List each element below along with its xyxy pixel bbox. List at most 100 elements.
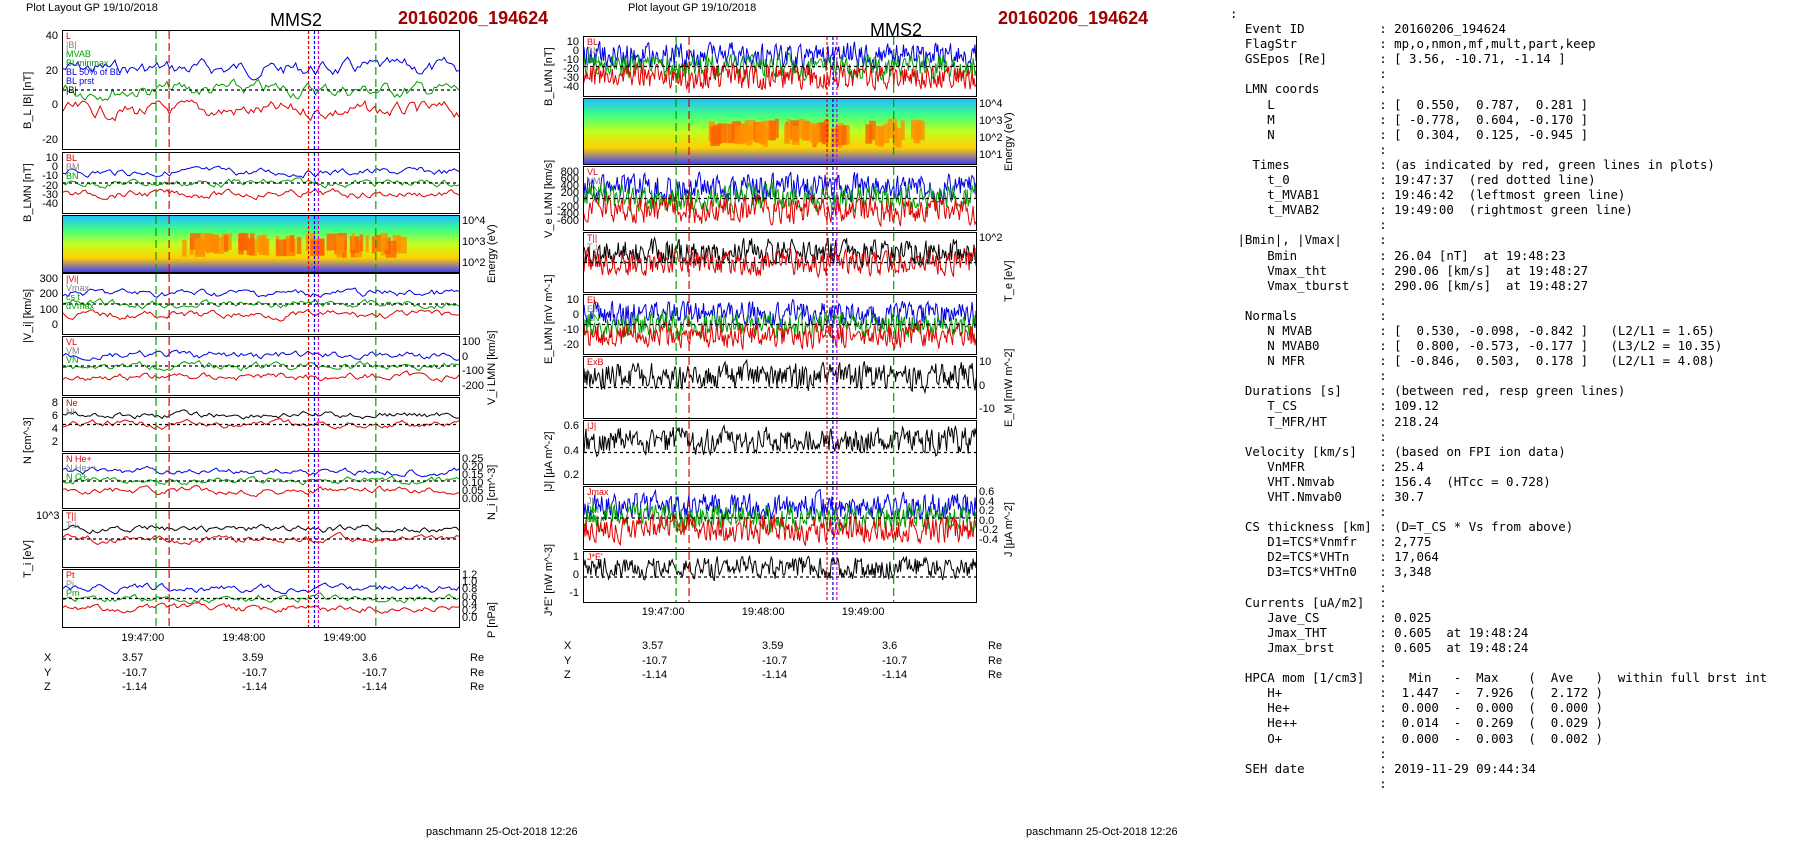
- left-panel-9-legend-entry: Pi: [66, 579, 75, 589]
- mid-panel-3-legend-entry: VL: [587, 167, 599, 177]
- mid-panel-9-ylabel: J*E' [nW m^-3]: [543, 543, 555, 616]
- left-panel-7-plot: [63, 454, 459, 508]
- mid-panel-3-legend-entry: VN: [587, 185, 600, 195]
- series-line: [584, 310, 976, 340]
- mid-panel-4-legend-entry: T⊥: [587, 242, 601, 252]
- left-panel-6-ylabel: N [cm^-3]: [22, 416, 34, 464]
- left-panel-2-legend-entry: BL: [66, 153, 78, 163]
- left-panel-9-tick: 1.0: [462, 576, 478, 589]
- mid-panel-8-legend-entry: JM: [587, 505, 599, 515]
- series-line: [584, 40, 976, 70]
- coord-value: -1.14: [642, 669, 668, 681]
- left-panel-3-plot: [63, 216, 459, 272]
- coord-unit: Re: [988, 654, 1003, 667]
- mid-panel-1-tick: -20: [563, 63, 579, 75]
- mid-panel-6: [583, 356, 977, 419]
- mid-panel-3-tick: 0: [572, 194, 579, 206]
- left-panel-9-legend: Pt Pi Pm: [66, 571, 80, 598]
- left-panel-2: [62, 152, 460, 214]
- series-line: [584, 61, 976, 91]
- time-tick-label: 19:47:00: [641, 606, 685, 618]
- series-line: [584, 247, 976, 279]
- mid-panel-9-tick: 1: [572, 551, 579, 563]
- left-panel-1-plot: [63, 31, 459, 149]
- mid-panel-3-tick: 200: [560, 187, 579, 199]
- mid-panel-1-ylabel: B_LMN [nT]: [543, 46, 555, 106]
- spectrogram-hot-band: [883, 123, 890, 144]
- coord-value: 3.57: [642, 640, 664, 652]
- coord-unit: Re: [988, 640, 1003, 652]
- left-panel-1-legend-entry: BLminmax: [66, 58, 109, 68]
- left-panel-4-tick: 300: [39, 273, 58, 285]
- left-panel-2-legend: BL BM BN: [66, 154, 80, 181]
- mid-panel-4-tick: 10^2: [979, 232, 1003, 244]
- left-panel-7-tick: 0.05: [462, 485, 484, 497]
- left-panel-4: [62, 273, 460, 335]
- mid-panel-8-legend-entry: JN: [587, 514, 598, 524]
- mid-panel-7-ylabel: |J| [μA m^-2]: [543, 430, 555, 492]
- coord-unit: Re: [470, 652, 485, 664]
- mid-panel-5-legend: EL EM EN: [587, 296, 601, 323]
- spectrogram-hot-band: [214, 234, 219, 252]
- series-line: [63, 99, 459, 122]
- left-panel-6-tick: 2: [51, 436, 58, 448]
- series-line: [63, 177, 459, 189]
- spectrogram-hot-band: [791, 125, 800, 145]
- coord-row-label: X: [564, 640, 572, 652]
- spectrogram-hot-band: [835, 125, 842, 146]
- spectrogram-hot-band: [895, 128, 902, 148]
- mid-panel-8-tick: 0.4: [979, 495, 995, 508]
- spectrogram-hot-band: [238, 232, 249, 250]
- left-panel-1-tick: 20: [45, 64, 58, 77]
- left-panel-8-ylabel: T_i [eV]: [22, 540, 34, 578]
- series-line: [584, 424, 976, 458]
- mid-panel-2-tick: 10^3: [979, 115, 1003, 127]
- left-panel-9-tick: 0.8: [462, 583, 478, 596]
- mid-panel-2-tick: 10^1: [979, 149, 1003, 161]
- mid-panel-5-tick: -10: [563, 324, 579, 336]
- mid-panel-8-ylabel: J [μA m^-2]: [1003, 502, 1015, 557]
- coord-value: 3.57: [122, 652, 144, 664]
- spectrogram-hot-band: [916, 120, 925, 141]
- left-panel-4-ylabel: |V_i| [km/s]: [22, 288, 34, 343]
- left-panel-1-legend-entry: BL prst: [66, 76, 95, 86]
- left-panel-2-tick: 0: [51, 161, 58, 174]
- series-line: [584, 236, 976, 269]
- mid-panel-3: [583, 166, 977, 231]
- series-line: [63, 484, 459, 498]
- spectrogram-hot-band: [223, 235, 229, 252]
- coord-row-label: Z: [44, 681, 51, 693]
- mid-panel-6-tick: 0: [979, 379, 986, 392]
- mid-panel-1-legend-entry: BM: [587, 46, 601, 56]
- mid-panel-6-legend-entry: ExB: [587, 357, 604, 367]
- left-panel-5-tick: 0: [462, 350, 469, 363]
- left-event-title: 20160206_194624: [398, 8, 549, 28]
- left-panel-1-legend-entry: MVAB: [66, 49, 91, 59]
- spectrogram-hot-band: [811, 125, 819, 145]
- coord-value: -1.14: [362, 681, 388, 693]
- mid-panel-6-plot: [584, 357, 976, 418]
- time-tick-label: 19:49:00: [841, 606, 885, 618]
- left-panel-5-tick: -200: [462, 380, 485, 392]
- mid-panel-4-legend-entry: T||: [587, 233, 598, 243]
- left-panel-2-tick: -10: [42, 170, 58, 183]
- series-line: [63, 602, 459, 614]
- spectrogram-hot-band: [830, 127, 837, 148]
- left-panel-8-tick: 10^3: [36, 510, 60, 522]
- spectrogram-hot-band: [745, 125, 753, 146]
- left-panel-9-tick: 0.0: [462, 612, 478, 624]
- mid-panel-2-plot: [584, 99, 976, 164]
- mid-panel-8-tick: 0.6: [979, 486, 995, 498]
- coord-value: -1.14: [242, 681, 268, 693]
- spectrogram-hot-band: [385, 240, 397, 258]
- left-panel-9: [62, 569, 460, 628]
- series-line: [63, 418, 459, 430]
- coord-value: -1.14: [762, 669, 788, 681]
- mid-panel-5-tick: 0: [572, 309, 579, 321]
- series-line: [63, 475, 459, 486]
- coord-value: 3.59: [242, 652, 264, 664]
- spectrogram-hot-band: [754, 123, 761, 143]
- series-line: [584, 512, 976, 547]
- spectrogram-hot-band: [305, 234, 310, 252]
- mid-panel-5-legend-entry: EL: [587, 295, 599, 305]
